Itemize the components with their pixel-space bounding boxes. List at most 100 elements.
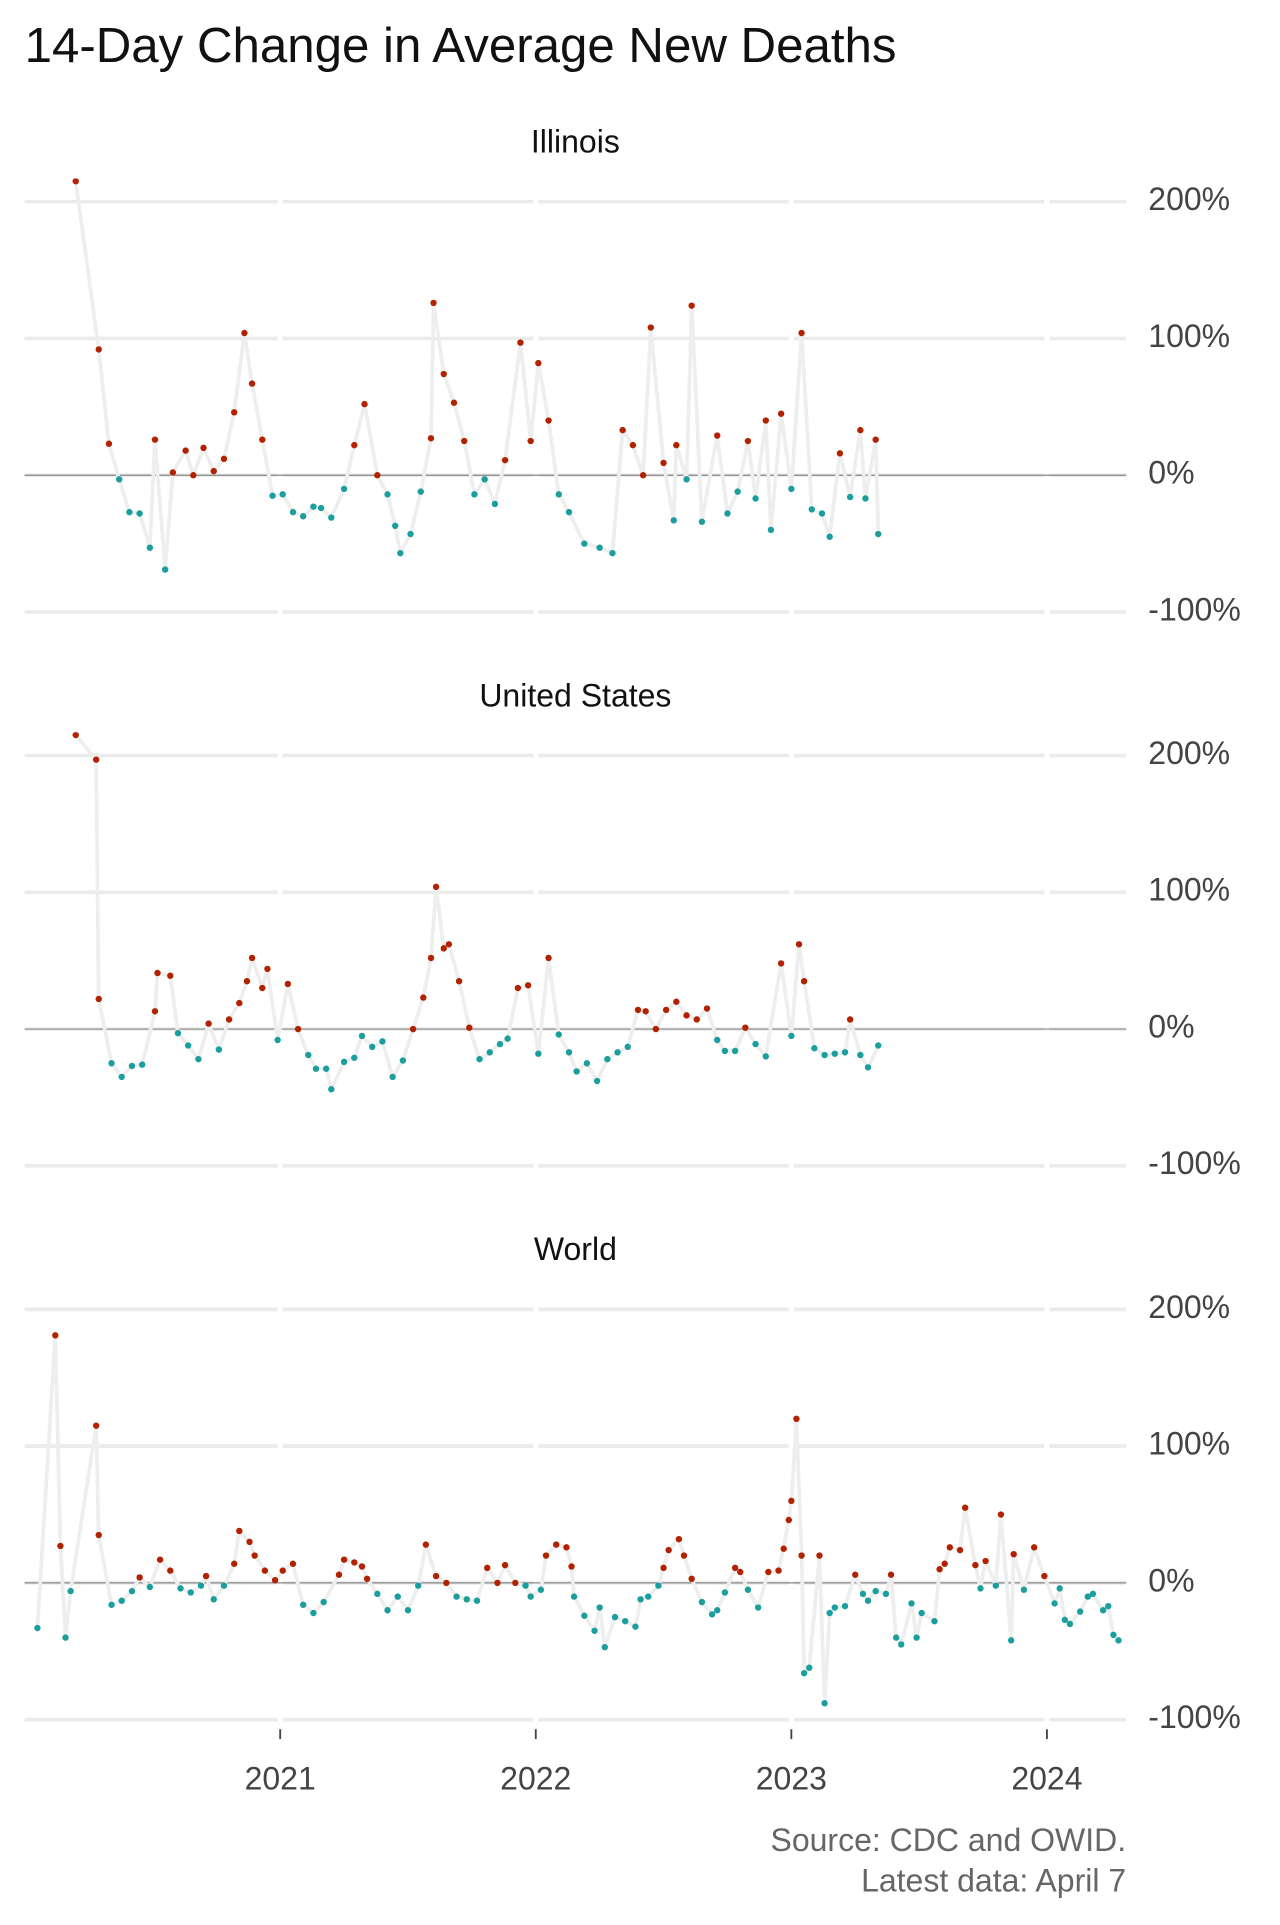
point: [463, 1596, 470, 1603]
point: [535, 1050, 542, 1057]
point: [788, 1497, 795, 1505]
point: [440, 370, 447, 378]
point: [128, 1587, 136, 1595]
point: [384, 1607, 391, 1614]
point: [491, 500, 499, 508]
point: [361, 400, 368, 408]
point: [982, 1557, 989, 1565]
point: [714, 1036, 721, 1044]
point: [977, 1585, 984, 1592]
point: [537, 1586, 545, 1593]
point: [841, 1049, 849, 1056]
point: [611, 1613, 619, 1621]
point: [320, 1598, 327, 1606]
y-tick-label: 100%: [1148, 318, 1230, 354]
point: [675, 1535, 683, 1543]
point: [1115, 1637, 1122, 1644]
y-tick-label: 0%: [1148, 455, 1194, 491]
point: [471, 491, 478, 498]
point: [501, 1561, 509, 1569]
panel: -100% 0% 100% 200%: [24, 732, 1241, 1181]
source-note: Source: CDC and OWID.: [770, 1822, 1126, 1858]
point: [259, 436, 266, 443]
point: [698, 1598, 706, 1606]
latest-note: Latest data: April 7: [861, 1863, 1126, 1899]
point: [351, 1559, 358, 1566]
point: [501, 456, 509, 464]
point: [898, 1641, 905, 1648]
point: [872, 436, 879, 443]
point: [236, 1527, 243, 1535]
point: [744, 437, 752, 445]
point: [542, 1552, 550, 1559]
point: [765, 1568, 772, 1576]
y-tick-label: 200%: [1148, 735, 1230, 771]
x-tick-label: 2022: [500, 1760, 571, 1796]
point: [328, 1086, 335, 1093]
point: [573, 1068, 580, 1075]
point: [72, 178, 79, 185]
point: [614, 1049, 621, 1056]
point: [1066, 1620, 1074, 1628]
point: [1041, 1572, 1048, 1580]
point: [404, 1607, 412, 1614]
point: [205, 1020, 212, 1027]
point: [248, 954, 256, 962]
point: [665, 1546, 672, 1554]
point: [409, 1025, 417, 1033]
panel: -100% 0% 100% 200%: [24, 178, 1241, 627]
point: [374, 1590, 381, 1598]
point: [821, 1051, 828, 1059]
point: [637, 1596, 644, 1603]
point: [875, 1042, 882, 1049]
point: [225, 1016, 233, 1023]
point: [931, 1617, 938, 1625]
point: [721, 1047, 729, 1055]
point: [826, 533, 833, 540]
panel-title: United States: [479, 677, 671, 713]
point: [220, 1582, 228, 1589]
point: [494, 1579, 501, 1587]
point: [647, 324, 654, 331]
point: [662, 1006, 670, 1014]
point: [831, 1050, 838, 1057]
point: [1051, 1600, 1058, 1607]
point: [517, 339, 524, 346]
point: [887, 1571, 895, 1578]
point: [1030, 1544, 1038, 1551]
point: [961, 1504, 969, 1511]
point: [762, 417, 769, 424]
point: [351, 1054, 358, 1061]
point: [241, 329, 248, 337]
point: [369, 1043, 376, 1051]
point: [591, 1627, 598, 1634]
point: [305, 1051, 312, 1059]
point: [1020, 1586, 1028, 1593]
point: [583, 1060, 591, 1067]
point: [1084, 1593, 1092, 1600]
point: [351, 441, 358, 449]
point: [289, 508, 297, 516]
point: [524, 982, 532, 989]
point: [289, 1560, 297, 1567]
point: [619, 426, 626, 434]
point: [1099, 1607, 1107, 1614]
point: [680, 1552, 688, 1559]
point: [455, 977, 463, 985]
point: [397, 549, 404, 557]
point: [821, 1700, 828, 1707]
point: [95, 995, 102, 1003]
point: [230, 1560, 238, 1567]
point: [118, 1073, 125, 1081]
point: [317, 504, 325, 512]
point: [138, 1061, 146, 1068]
point: [279, 1567, 286, 1574]
point: [604, 1055, 611, 1063]
data-layer: [72, 732, 882, 1093]
point: [683, 476, 690, 483]
point: [862, 495, 869, 502]
point: [941, 1560, 948, 1567]
point: [780, 1545, 787, 1552]
point: [1010, 1550, 1017, 1558]
